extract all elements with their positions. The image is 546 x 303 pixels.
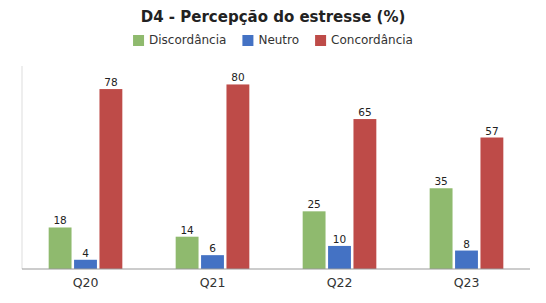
bar [201, 255, 224, 269]
data-label: 6 [209, 242, 216, 254]
data-labels: 18 4 78 14 6 80 25 10 65 35 8 57 [53, 71, 498, 258]
data-label: 8 [463, 238, 470, 250]
data-label: 80 [231, 71, 244, 83]
bar [226, 84, 249, 269]
legend-swatch [242, 35, 253, 46]
data-label: 14 [180, 224, 194, 236]
x-tick-label: Q23 [454, 275, 480, 290]
bar [176, 237, 199, 269]
x-tick-label: Q20 [73, 275, 99, 290]
bar [455, 251, 478, 269]
chart-container: D4 - Percepção do estresse (%) Discordânc… [0, 0, 546, 303]
bar [303, 211, 326, 269]
data-label: 57 [485, 125, 498, 137]
y-axis-line [22, 66, 23, 269]
bar [99, 89, 122, 269]
x-tick-label: Q22 [327, 275, 353, 290]
x-tick-labels: Q20 Q21 Q22 Q23 [73, 275, 480, 290]
bars [49, 84, 504, 269]
legend-item: Neutro [242, 33, 299, 47]
bar [49, 227, 72, 269]
data-label: 18 [53, 214, 66, 226]
legend-label: Concordância [331, 33, 413, 47]
data-label: 25 [307, 198, 320, 210]
x-axis-line [22, 269, 530, 270]
data-label: 65 [358, 106, 371, 118]
legend-label: Neutro [258, 33, 299, 47]
chart-svg: D4 - Percepção do estresse (%) Discordânc… [0, 0, 546, 303]
data-label: 35 [434, 175, 447, 187]
legend-label: Discordância [149, 33, 226, 47]
legend: Discordância Neutro Concordância [133, 33, 413, 47]
x-tick-label: Q21 [200, 275, 226, 290]
bar [430, 188, 453, 269]
bar [74, 260, 97, 269]
bar [353, 119, 376, 269]
bar [328, 246, 351, 269]
title: D4 - Percepção do estresse (%) [141, 8, 406, 26]
bar [480, 138, 503, 269]
legend-swatch [315, 35, 326, 46]
data-label: 10 [333, 233, 346, 245]
legend-item: Concordância [315, 33, 413, 47]
data-label: 4 [82, 247, 89, 259]
data-label: 78 [104, 76, 117, 88]
legend-item: Discordância [133, 33, 226, 47]
legend-swatch [133, 35, 144, 46]
